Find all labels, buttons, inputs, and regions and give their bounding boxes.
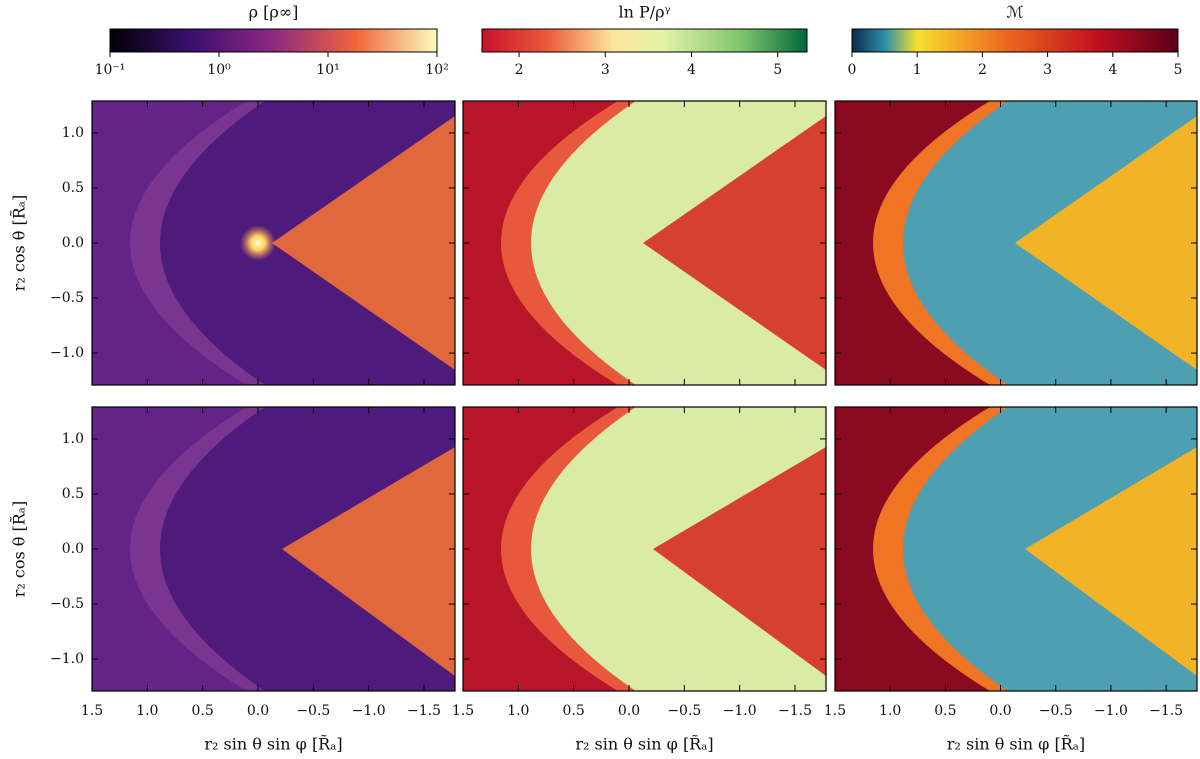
colorbar-label: ln P/ρᵞ	[618, 3, 670, 22]
y-tick-label: −1.0	[50, 651, 84, 667]
x-tick-label: 0.0	[247, 703, 269, 719]
colorbar-tick-label: 2	[515, 62, 524, 78]
x-tick-label: 1.5	[452, 703, 474, 719]
colorbar-tick-label: 0	[848, 62, 857, 78]
panel	[463, 407, 826, 691]
tail-wedge	[282, 447, 455, 676]
panel	[92, 101, 455, 385]
panel	[463, 101, 826, 385]
tail-wedge	[1025, 447, 1197, 676]
x-axis-label: r₂ sin θ sin φ [R̃ₐ]	[947, 735, 1085, 754]
colorbar-tick-label: 3	[1043, 62, 1052, 78]
y-tick-label: −1.0	[50, 345, 84, 361]
colorbar-label: ℳ	[1006, 3, 1023, 22]
panel	[92, 407, 455, 691]
x-tick-label: −0.5	[667, 703, 701, 719]
x-tick-label: 0.0	[989, 703, 1011, 719]
y-tick-label: 0.0	[62, 235, 84, 251]
x-axis-label: r₂ sin θ sin φ [R̃ₐ]	[204, 735, 342, 754]
tail-wedge	[1015, 116, 1197, 370]
colorbar-label: ρ [ρ∞]	[249, 3, 299, 22]
x-tick-label: −1.0	[1094, 703, 1128, 719]
colorbar-tick-label: 5	[773, 62, 782, 78]
panel	[835, 407, 1197, 691]
y-tick-label: 1.0	[62, 431, 84, 447]
colorbar-tick-label: 3	[601, 62, 610, 78]
colorbar-tick-label: 10¹	[316, 62, 339, 78]
x-axis-label: r₂ sin θ sin φ [R̃ₐ]	[575, 735, 713, 754]
x-tick-label: −1.0	[352, 703, 386, 719]
accretor	[240, 225, 276, 261]
x-tick-label: −1.0	[723, 703, 757, 719]
x-tick-label: 0.5	[563, 703, 585, 719]
x-tick-label: 0.0	[618, 703, 640, 719]
colorbar-tick-label: 10⁰	[207, 62, 231, 78]
colorbar	[481, 28, 808, 53]
colorbar-tick-label: 5	[1174, 62, 1183, 78]
tail-wedge	[653, 447, 826, 676]
colorbar	[109, 28, 438, 53]
y-tick-label: −0.5	[50, 596, 84, 612]
tail-wedge	[643, 116, 826, 370]
y-axis-label: r₂ cos θ [R̃ₐ]	[10, 501, 29, 597]
x-tick-label: 1.0	[507, 703, 529, 719]
x-tick-label: −1.5	[1149, 703, 1183, 719]
y-tick-label: 0.5	[62, 180, 84, 196]
y-axis-label: r₂ cos θ [R̃ₐ]	[10, 195, 29, 291]
x-tick-label: 1.0	[879, 703, 901, 719]
x-tick-label: −0.5	[296, 703, 330, 719]
x-tick-label: 1.0	[136, 703, 158, 719]
colorbar-tick-label: 4	[687, 62, 696, 78]
x-tick-label: −1.5	[407, 703, 441, 719]
colorbar-tick-label: 2	[978, 62, 987, 78]
colorbar-tick-label: 1	[913, 62, 922, 78]
y-tick-label: 0.5	[62, 486, 84, 502]
colorbar-tick-label: 10⁻¹	[95, 62, 126, 78]
x-tick-label: 1.5	[824, 703, 846, 719]
y-tick-label: 0.0	[62, 541, 84, 557]
colorbar-tick-label: 4	[1108, 62, 1117, 78]
y-tick-label: −0.5	[50, 290, 84, 306]
colorbar	[851, 28, 1179, 53]
x-tick-label: 1.5	[81, 703, 103, 719]
x-tick-label: −1.5	[778, 703, 812, 719]
tail-wedge	[272, 116, 455, 370]
colorbar-tick-label: 10²	[425, 62, 448, 78]
panel	[835, 101, 1197, 385]
y-tick-label: 1.0	[62, 125, 84, 141]
x-tick-label: −0.5	[1039, 703, 1073, 719]
x-tick-label: 0.5	[192, 703, 214, 719]
x-tick-label: 0.5	[934, 703, 956, 719]
